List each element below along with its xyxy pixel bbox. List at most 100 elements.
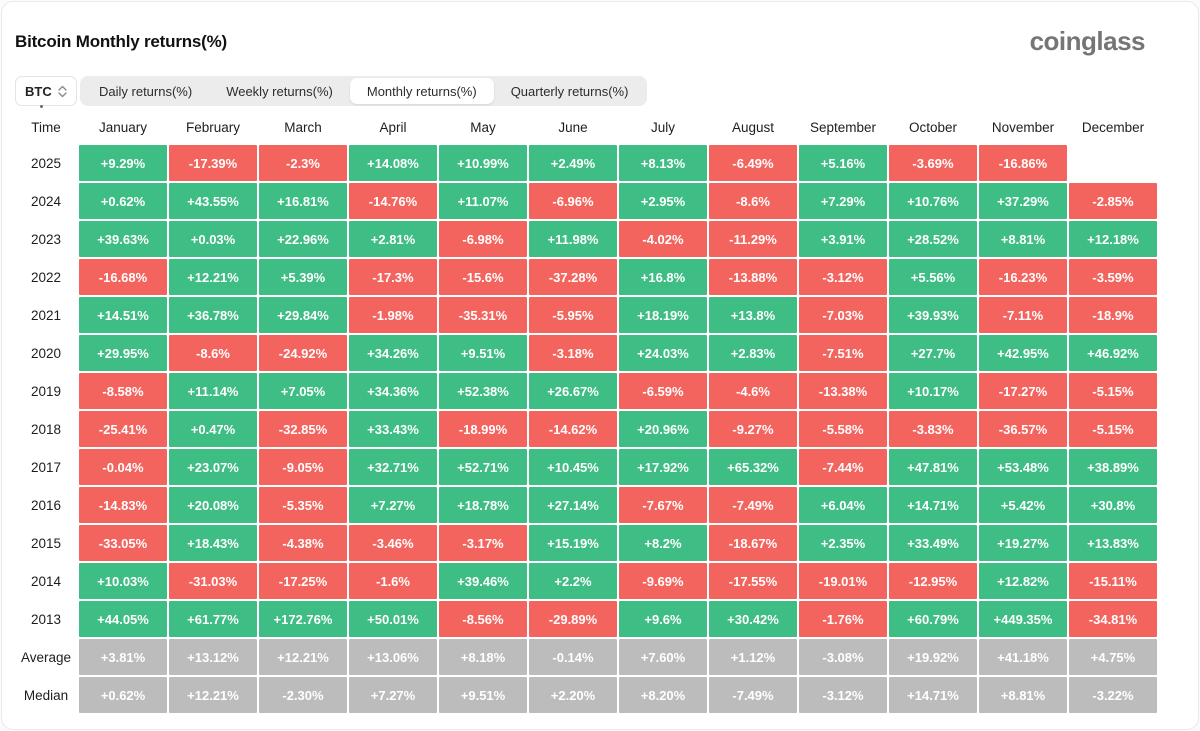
heatmap-cell: +65.32% xyxy=(709,449,797,485)
heatmap-cell: -18.9% xyxy=(1069,297,1157,333)
heatmap-cell: +172.76% xyxy=(259,601,347,637)
row-label: 2025 xyxy=(30,155,62,171)
heatmap-cell: -5.35% xyxy=(259,487,347,523)
heatmap-cell: -34.81% xyxy=(1069,601,1157,637)
heatmap-cell: -17.3% xyxy=(349,259,437,295)
heatmap-cell: -11.29% xyxy=(709,221,797,257)
heatmap-cell: -17.25% xyxy=(259,563,347,599)
heatmap-cell xyxy=(1069,145,1157,181)
heatmap-cell: +14.71% xyxy=(889,677,977,713)
heatmap-cell: +16.8% xyxy=(619,259,707,295)
heatmap-cell: +39.93% xyxy=(889,297,977,333)
heatmap-cell: +18.19% xyxy=(619,297,707,333)
heatmap-cell: +3.91% xyxy=(799,221,887,257)
heatmap-cell: -36.57% xyxy=(979,411,1067,447)
heatmap-cell: +0.03% xyxy=(169,221,257,257)
heatmap-cell: +20.08% xyxy=(169,487,257,523)
heatmap-cell: -6.98% xyxy=(439,221,527,257)
row-label: 2017 xyxy=(30,459,62,475)
coin-selector[interactable]: BTC xyxy=(15,76,77,106)
row-label: 2014 xyxy=(30,573,62,589)
heatmap-cell: -1.98% xyxy=(349,297,437,333)
tab-quarterly[interactable]: Quarterly returns(%) xyxy=(494,78,646,104)
heatmap-cell: +10.76% xyxy=(889,183,977,219)
heatmap-cell: +13.12% xyxy=(169,639,257,675)
tab-weekly[interactable]: Weekly returns(%) xyxy=(209,78,350,104)
heatmap-cell: +14.51% xyxy=(79,297,167,333)
heatmap-cell: -24.92% xyxy=(259,335,347,371)
heatmap-cell: +34.26% xyxy=(349,335,437,371)
row-label: 2013 xyxy=(30,611,62,627)
heatmap-cell: -9.05% xyxy=(259,449,347,485)
heatmap-cell: +13.83% xyxy=(1069,525,1157,561)
heatmap-cell: -37.28% xyxy=(529,259,617,295)
heatmap-cell: +52.38% xyxy=(439,373,527,409)
heatmap-cell: -14.76% xyxy=(349,183,437,219)
row-label: 2016 xyxy=(30,497,62,513)
heatmap-cell: -2.3% xyxy=(259,145,347,181)
heatmap-cell: -18.67% xyxy=(709,525,797,561)
heatmap-cell: -7.49% xyxy=(709,487,797,523)
heatmap-cell: -8.56% xyxy=(439,601,527,637)
coin-selector-indicator-dot xyxy=(40,105,43,108)
column-header: November xyxy=(991,120,1055,135)
heatmap-cell: +39.46% xyxy=(439,563,527,599)
heatmap-cell: -16.23% xyxy=(979,259,1067,295)
heatmap-cell: -13.38% xyxy=(799,373,887,409)
heatmap-cell: -3.69% xyxy=(889,145,977,181)
heatmap-cell: -7.11% xyxy=(979,297,1067,333)
heatmap-cell: +10.99% xyxy=(439,145,527,181)
heatmap-cell: -16.86% xyxy=(979,145,1067,181)
heatmap-cell: +5.39% xyxy=(259,259,347,295)
heatmap-cell: +61.77% xyxy=(169,601,257,637)
heatmap-cell: -1.76% xyxy=(799,601,887,637)
heatmap-cell: +27.7% xyxy=(889,335,977,371)
heatmap-cell: -7.51% xyxy=(799,335,887,371)
heatmap-cell: -15.6% xyxy=(439,259,527,295)
heatmap-cell: +10.03% xyxy=(79,563,167,599)
column-header: January xyxy=(98,120,148,135)
heatmap-cell: +6.04% xyxy=(799,487,887,523)
heatmap-cell: +0.47% xyxy=(169,411,257,447)
row-label: Median xyxy=(23,687,69,703)
heatmap-cell: +19.92% xyxy=(889,639,977,675)
heatmap-cell: +11.14% xyxy=(169,373,257,409)
heatmap-cell: +47.81% xyxy=(889,449,977,485)
heatmap-cell: -9.27% xyxy=(709,411,797,447)
heatmap-cell: -4.38% xyxy=(259,525,347,561)
heatmap-cell: +2.20% xyxy=(529,677,617,713)
heatmap-cell: -13.88% xyxy=(709,259,797,295)
heatmap-cell: -6.59% xyxy=(619,373,707,409)
heatmap-cell: -3.18% xyxy=(529,335,617,371)
heatmap-cell: +38.89% xyxy=(1069,449,1157,485)
heatmap-cell: +33.43% xyxy=(349,411,437,447)
column-header: December xyxy=(1081,120,1145,135)
tab-daily[interactable]: Daily returns(%) xyxy=(82,78,209,104)
heatmap-cell: +9.29% xyxy=(79,145,167,181)
row-label: Average xyxy=(20,649,72,665)
heatmap-cell: +2.49% xyxy=(529,145,617,181)
heatmap-cell: -6.96% xyxy=(529,183,617,219)
heatmap-cell: +7.60% xyxy=(619,639,707,675)
heatmap-cell: +8.18% xyxy=(439,639,527,675)
heatmap-cell: +14.08% xyxy=(349,145,437,181)
heatmap-cell: +449.35% xyxy=(979,601,1067,637)
coin-selector-value: BTC xyxy=(25,83,52,99)
heatmap-cell: +8.13% xyxy=(619,145,707,181)
heatmap-cell: -4.6% xyxy=(709,373,797,409)
heatmap-cell: +11.07% xyxy=(439,183,527,219)
heatmap-cell: +3.81% xyxy=(79,639,167,675)
heatmap-cell: +52.71% xyxy=(439,449,527,485)
heatmap-cell: -0.04% xyxy=(79,449,167,485)
heatmap-cell: +28.52% xyxy=(889,221,977,257)
heatmap-cell: +8.81% xyxy=(979,221,1067,257)
heatmap-cell: +13.8% xyxy=(709,297,797,333)
heatmap-cell: +0.62% xyxy=(79,183,167,219)
tab-monthly[interactable]: Monthly returns(%) xyxy=(349,78,494,104)
heatmap-cell: -5.58% xyxy=(799,411,887,447)
heatmap-cell: +26.67% xyxy=(529,373,617,409)
column-header-time: Time xyxy=(31,120,61,135)
heatmap-cell: -0.14% xyxy=(529,639,617,675)
heatmap-cell: -16.68% xyxy=(79,259,167,295)
heatmap-cell: +50.01% xyxy=(349,601,437,637)
